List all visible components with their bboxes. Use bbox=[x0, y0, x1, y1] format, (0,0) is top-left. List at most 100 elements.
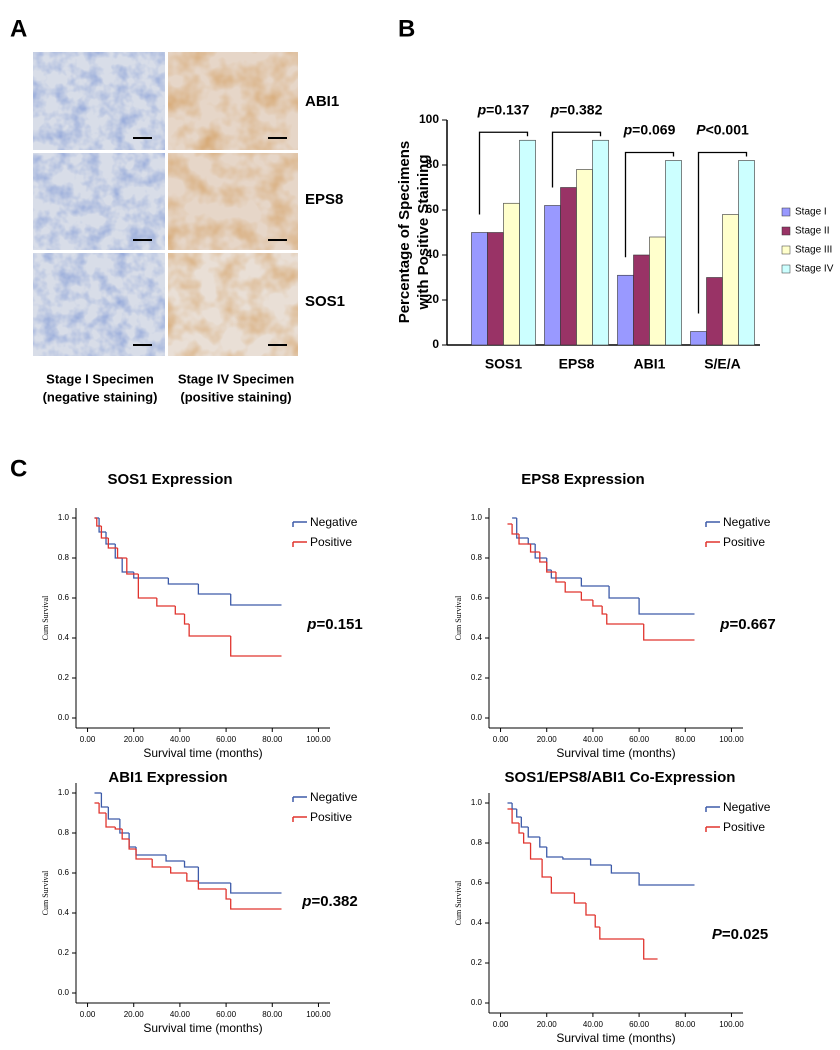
x-tick-label: 40.00 bbox=[170, 735, 191, 744]
survival-step bbox=[135, 849, 153, 860]
survival-step bbox=[608, 586, 640, 599]
marker-label: SOS1 bbox=[305, 293, 345, 310]
y-tick-label: 0.6 bbox=[58, 868, 70, 877]
caption: (positive staining) bbox=[180, 389, 291, 404]
legend-label: Positive bbox=[310, 535, 352, 549]
panel-label: C bbox=[10, 455, 27, 482]
survival-step bbox=[638, 873, 695, 886]
legend-label: Stage IV bbox=[795, 264, 834, 275]
survival-step bbox=[562, 857, 591, 860]
p-symbol: p bbox=[550, 101, 560, 117]
survival-step bbox=[527, 827, 540, 838]
y-tick-label: 1.0 bbox=[471, 513, 483, 522]
survival-step bbox=[550, 877, 575, 894]
x-tick-label: 80.00 bbox=[262, 1010, 283, 1019]
survival-step bbox=[137, 574, 157, 599]
chart-title: SOS1 Expression bbox=[107, 471, 232, 488]
y-axis-label: Percentage of Specimens bbox=[396, 141, 413, 324]
scale-bars bbox=[133, 137, 287, 346]
survival-step bbox=[197, 584, 231, 595]
survival-step bbox=[156, 598, 176, 607]
p-symbol: p bbox=[719, 616, 729, 633]
p-symbol: p bbox=[301, 893, 311, 910]
y-tick-label: 0.8 bbox=[471, 553, 483, 562]
survival-step bbox=[107, 807, 120, 820]
y-tick-label: 0.6 bbox=[471, 878, 483, 887]
survival-step bbox=[186, 873, 199, 882]
p-value: p=0.151 bbox=[306, 616, 362, 633]
p-text: =0.069 bbox=[632, 121, 675, 137]
survival-step bbox=[165, 855, 185, 862]
p-value: p=0.069 bbox=[623, 121, 676, 137]
survival-step bbox=[119, 819, 130, 834]
p-value: P=0.025 bbox=[712, 926, 768, 943]
p-value: p=0.382 bbox=[301, 893, 357, 910]
chart-title: ABI1 Expression bbox=[108, 769, 227, 786]
survival-step bbox=[599, 927, 644, 940]
survival-step bbox=[167, 578, 199, 585]
legend-label: Positive bbox=[310, 810, 352, 824]
bracket bbox=[551, 131, 602, 188]
legend-label: Negative bbox=[310, 515, 358, 529]
y-tick-label: 1.0 bbox=[58, 513, 70, 522]
survival-step bbox=[555, 572, 566, 583]
micrograph-texture bbox=[168, 253, 298, 356]
y-tick-label: 0.2 bbox=[58, 948, 70, 957]
survival-step bbox=[539, 837, 547, 848]
survival-step bbox=[183, 861, 199, 868]
x-tick-label: 60.00 bbox=[629, 1020, 650, 1029]
marker-label: EPS8 bbox=[305, 191, 343, 208]
y-tick-label: 0.4 bbox=[471, 918, 483, 927]
survival-step bbox=[170, 867, 187, 874]
y-tick-label: 0.0 bbox=[58, 713, 70, 722]
histology-images bbox=[33, 52, 298, 356]
survival-step bbox=[592, 600, 603, 607]
survival-step bbox=[197, 881, 227, 890]
survival-step bbox=[520, 817, 529, 828]
p-text: =0.137 bbox=[486, 101, 529, 117]
survival-step bbox=[511, 524, 520, 535]
survival-step bbox=[589, 859, 612, 866]
caption: Stage I Specimen bbox=[46, 371, 154, 386]
bar bbox=[690, 331, 707, 346]
survival-step bbox=[546, 558, 552, 571]
bar bbox=[649, 236, 666, 346]
survival-step bbox=[135, 847, 167, 856]
bar bbox=[503, 202, 520, 346]
x-tick-label: 0.00 bbox=[493, 1020, 509, 1029]
survival-step bbox=[546, 562, 556, 573]
p-symbol: p bbox=[477, 101, 487, 117]
y-axis-label: Cum Survival bbox=[41, 595, 50, 640]
p-text: =0.667 bbox=[729, 616, 775, 633]
y-tick-label: 40 bbox=[426, 247, 440, 261]
chart-title: EPS8 Expression bbox=[521, 471, 644, 488]
x-tick-label: 80.00 bbox=[675, 735, 696, 744]
y-tick-label: 0.4 bbox=[58, 633, 70, 642]
bar bbox=[617, 274, 634, 346]
survival-step bbox=[121, 829, 130, 840]
survival-step bbox=[230, 594, 282, 606]
x-tick-label: 60.00 bbox=[216, 1010, 237, 1019]
micrograph-texture bbox=[33, 52, 165, 150]
survival-step bbox=[174, 606, 185, 615]
legend-swatch bbox=[781, 207, 791, 217]
x-tick-label: 60.00 bbox=[629, 735, 650, 744]
survival-step bbox=[541, 859, 552, 878]
y-tick-label: 0.2 bbox=[471, 673, 483, 682]
survival-step bbox=[230, 883, 282, 894]
survival-step bbox=[585, 903, 596, 916]
survival-step bbox=[518, 534, 531, 545]
y-tick-label: 0.4 bbox=[471, 633, 483, 642]
x-tick-label: 0.00 bbox=[80, 1010, 96, 1019]
survival-step bbox=[114, 544, 123, 559]
x-tick-label: 0.00 bbox=[80, 735, 96, 744]
y-tick-label: 80 bbox=[426, 157, 440, 171]
p-text: =0.382 bbox=[559, 101, 602, 117]
legend-label: Negative bbox=[310, 790, 358, 804]
p-value: p=0.137 bbox=[477, 101, 530, 117]
bar bbox=[706, 277, 723, 346]
bar bbox=[560, 187, 577, 346]
y-tick-label: 60 bbox=[426, 202, 440, 216]
x-tick-label: 100.00 bbox=[719, 735, 744, 744]
